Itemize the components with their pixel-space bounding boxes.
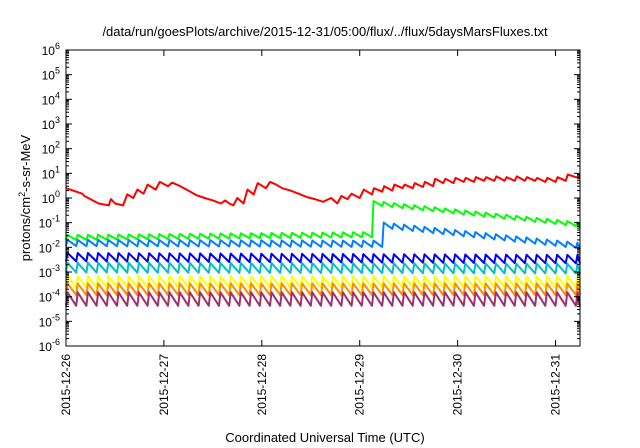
x-tick-label-4: 2015-12-30 — [451, 354, 465, 416]
y-tick-label-8: 102 — [42, 140, 60, 157]
y-axis-label-exp: 2 — [17, 192, 27, 197]
plot-series — [65, 173, 581, 307]
y-tick-label-3: 10-3 — [39, 263, 60, 280]
y-tick-label-6: 100 — [42, 189, 60, 206]
y-tick-label-11: 105 — [42, 66, 60, 83]
y-tick-label-10: 104 — [42, 90, 60, 107]
x-tick-label-3: 2015-12-29 — [353, 354, 367, 416]
y-axis-label-rest: -s-sr-MeV — [18, 134, 33, 191]
y-axis-label-base: protons/cm — [18, 197, 33, 261]
y-tick-label-12: 106 — [42, 41, 60, 58]
series-line-2 — [65, 221, 581, 250]
y-tick-label-4: 10-2 — [39, 238, 60, 255]
y-tick-label-2: 10-4 — [39, 288, 60, 305]
x-axis: 2015-12-26 2015-12-27 2015-12-28 2015-12-29… — [59, 50, 563, 415]
x-tick-label-5: 2015-12-31 — [549, 354, 563, 416]
series-line-1 — [65, 200, 581, 241]
series-line-5 — [65, 275, 581, 289]
series-line-7 — [65, 291, 581, 307]
y-axis-label: protons/cm2-s-sr-MeV — [17, 134, 33, 261]
chart-title: /data/run/goesPlots/archive/2015-12-31/0… — [102, 24, 548, 39]
series-line-6 — [65, 282, 581, 297]
series-line-4 — [65, 261, 581, 275]
x-tick-label-1: 2015-12-27 — [157, 354, 171, 416]
x-axis-label: Coordinated Universal Time (UTC) — [225, 430, 424, 445]
y-tick-label-7: 101 — [42, 164, 60, 181]
y-tick-label-9: 103 — [42, 115, 60, 132]
y-tick-label-0: 10-6 — [39, 337, 60, 354]
y-axis: 10-6 10-5 10-4 10-3 10-2 10-1 100 101 102 103 104 1… — [39, 41, 580, 354]
series-line-0 — [65, 173, 580, 207]
y-tick-label-5: 10-1 — [39, 214, 60, 231]
x-tick-label-0: 2015-12-26 — [59, 354, 73, 416]
series-line-3 — [65, 251, 581, 265]
y-tick-label-1: 10-5 — [39, 312, 60, 329]
x-tick-label-2: 2015-12-28 — [255, 354, 269, 416]
